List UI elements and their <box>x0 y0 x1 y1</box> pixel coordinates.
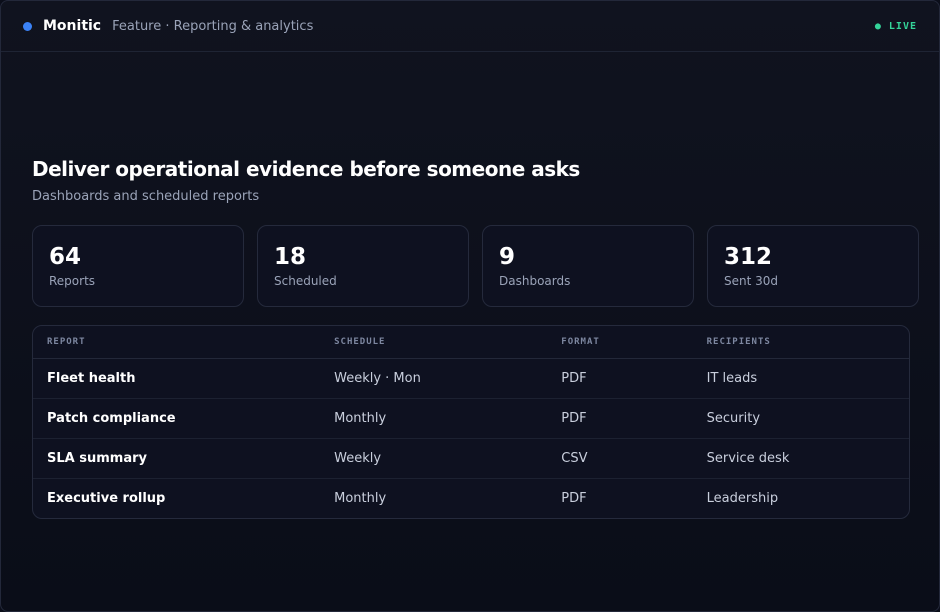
column-header: SCHEDULE <box>320 326 548 359</box>
column-header: REPORT <box>33 326 321 359</box>
stat-card: 64 Reports <box>32 225 244 307</box>
hero-title: Deliver operational evidence before some… <box>32 157 580 181</box>
stat-label: Scheduled <box>274 274 337 288</box>
stat-card: 18 Scheduled <box>257 225 469 307</box>
table-cell: Security <box>692 398 909 439</box>
table-cell: Leadership <box>706 491 779 506</box>
reports-table: REPORT SCHEDULE FORMAT RECIPIENTS Fleet heal… <box>32 325 910 519</box>
brand[interactable]: Monitic <box>43 18 102 34</box>
stat-label: Reports <box>49 274 96 288</box>
table-cell: Service desk <box>692 438 909 479</box>
column-header: FORMAT <box>547 326 693 359</box>
table-cell: IT leads <box>692 358 909 399</box>
table-cell: PDF <box>561 491 587 506</box>
stat-card: 9 Dashboards <box>482 225 694 307</box>
table-row[interactable]: Executive rollup Monthly PDF Leadership <box>33 479 909 519</box>
stat-card: 312 Sent 30d <box>707 225 919 307</box>
table-cell: Monthly <box>320 398 548 439</box>
column-header: RECIPIENTS <box>692 326 909 359</box>
page-subtitle: Feature · Reporting & analytics <box>112 18 314 34</box>
table-cell: PDF <box>547 358 693 399</box>
hero-subtitle: Dashboards and scheduled reports <box>32 189 260 204</box>
stat-value: 312 <box>724 244 773 270</box>
brand-dot <box>23 21 32 31</box>
stat-value: 64 <box>49 244 82 270</box>
table-row[interactable]: SLA summary Weekly CSV Service desk <box>33 438 909 479</box>
table-cell: Monthly <box>334 491 387 506</box>
stats: 64 Reports 18 Scheduled 9 Dashboards 312 Sent 3… <box>32 225 919 307</box>
table-cell: SLA summary <box>33 438 321 479</box>
table-cell: Weekly <box>320 438 548 479</box>
stat-value: 18 <box>274 244 307 270</box>
table-row[interactable]: Fleet health Weekly · Mon PDF IT leads <box>33 358 909 399</box>
stat-value: 9 <box>499 244 516 270</box>
live-status: ● LIVE <box>874 20 917 32</box>
table-cell: Executive rollup <box>47 491 166 506</box>
stat-label: Dashboards <box>499 274 571 288</box>
table-row[interactable]: Patch compliance Monthly PDF Security <box>33 398 909 439</box>
top-bar: Monitic Feature · Reporting & analytics … <box>1 1 939 52</box>
table-cell: Weekly · Mon <box>320 358 548 399</box>
table-cell: Fleet health <box>33 358 321 399</box>
table-cell: PDF <box>547 398 693 439</box>
table-cell: Patch compliance <box>33 398 321 439</box>
table-cell: CSV <box>547 438 693 479</box>
stat-label: Sent 30d <box>724 274 779 288</box>
